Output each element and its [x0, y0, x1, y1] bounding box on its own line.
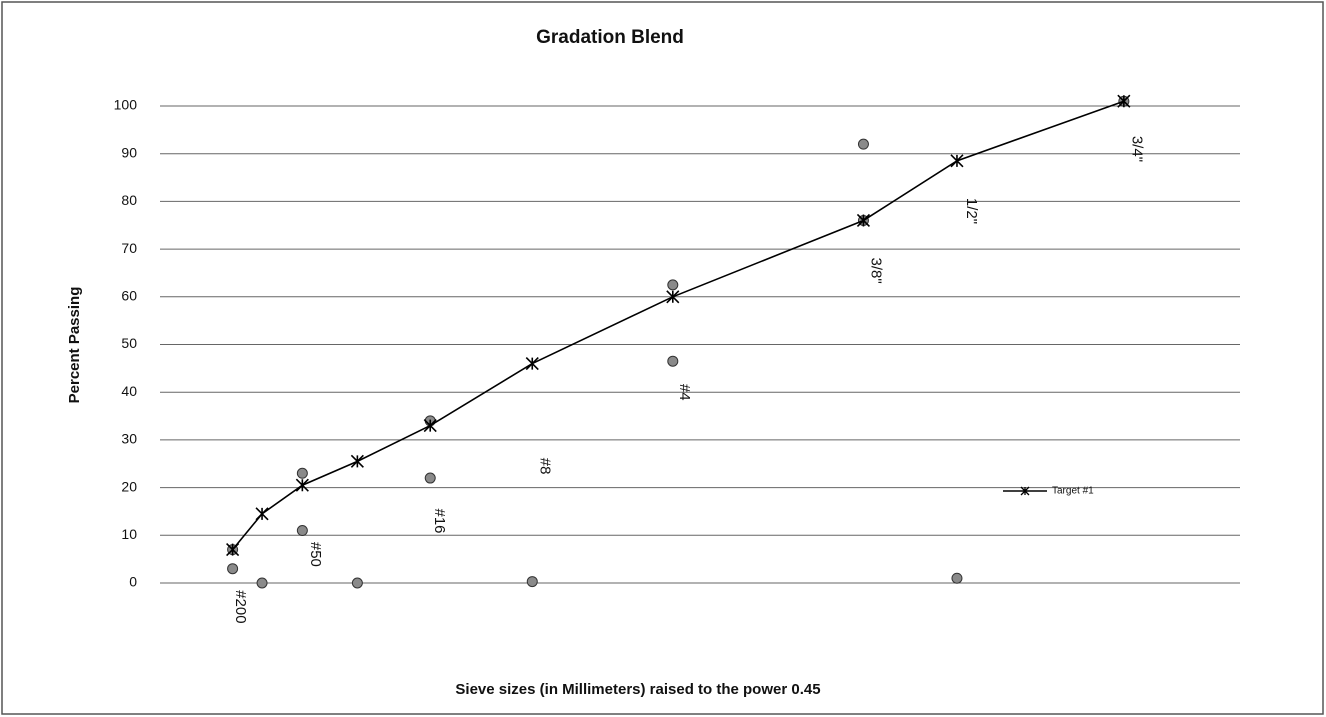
data-point: [351, 577, 363, 589]
marker: [295, 478, 309, 492]
data-point: [296, 525, 308, 537]
legend-marker: [1020, 486, 1030, 496]
series-line: [231, 100, 1125, 551]
y-tick-label: 70: [121, 240, 137, 256]
sieve-label: #16: [431, 508, 448, 533]
marker: [1117, 94, 1131, 108]
legend-label: Target #1: [1052, 486, 1094, 497]
y-tick-label: 10: [121, 526, 137, 542]
marker: [950, 154, 964, 168]
y-tick-label: 30: [121, 431, 137, 447]
marker: [423, 419, 437, 433]
y-tick-label: 80: [121, 192, 137, 208]
marker: [350, 454, 364, 468]
data-point: [667, 279, 679, 291]
marker: [525, 357, 539, 371]
data-point: [256, 577, 268, 589]
data-point: [296, 467, 308, 479]
sieve-label: 3/8": [867, 257, 884, 283]
y-tick-label: 90: [121, 144, 137, 160]
y-tick-label: 40: [121, 383, 137, 399]
marker: [226, 543, 240, 557]
sieve-label: 3/4": [1128, 136, 1145, 162]
data-point: [526, 576, 538, 588]
data-point: [951, 572, 963, 584]
sieve-label: #8: [537, 458, 554, 475]
y-tick-label: 0: [129, 574, 137, 590]
marker: [856, 213, 871, 228]
x-axis-label: Sieve sizes (in Millimeters) raised to t…: [455, 681, 820, 698]
y-tick-label: 20: [121, 478, 137, 494]
sieve-label: #200: [232, 590, 249, 623]
data-point: [667, 355, 679, 367]
y-axis-label: Percent Passing: [66, 287, 83, 404]
data-point: [424, 472, 436, 484]
data-point: [227, 563, 239, 575]
y-tick-label: 100: [114, 97, 138, 113]
y-tick-label: 60: [121, 288, 137, 304]
sieve-label: 1/2": [963, 198, 980, 224]
marker: [255, 507, 269, 521]
sieve-label: #4: [676, 384, 693, 401]
chart-title: Gradation Blend: [536, 27, 684, 48]
sieve-label: #50: [307, 542, 324, 567]
marker: [666, 290, 680, 304]
y-tick-label: 50: [121, 335, 137, 351]
data-point: [857, 138, 869, 150]
